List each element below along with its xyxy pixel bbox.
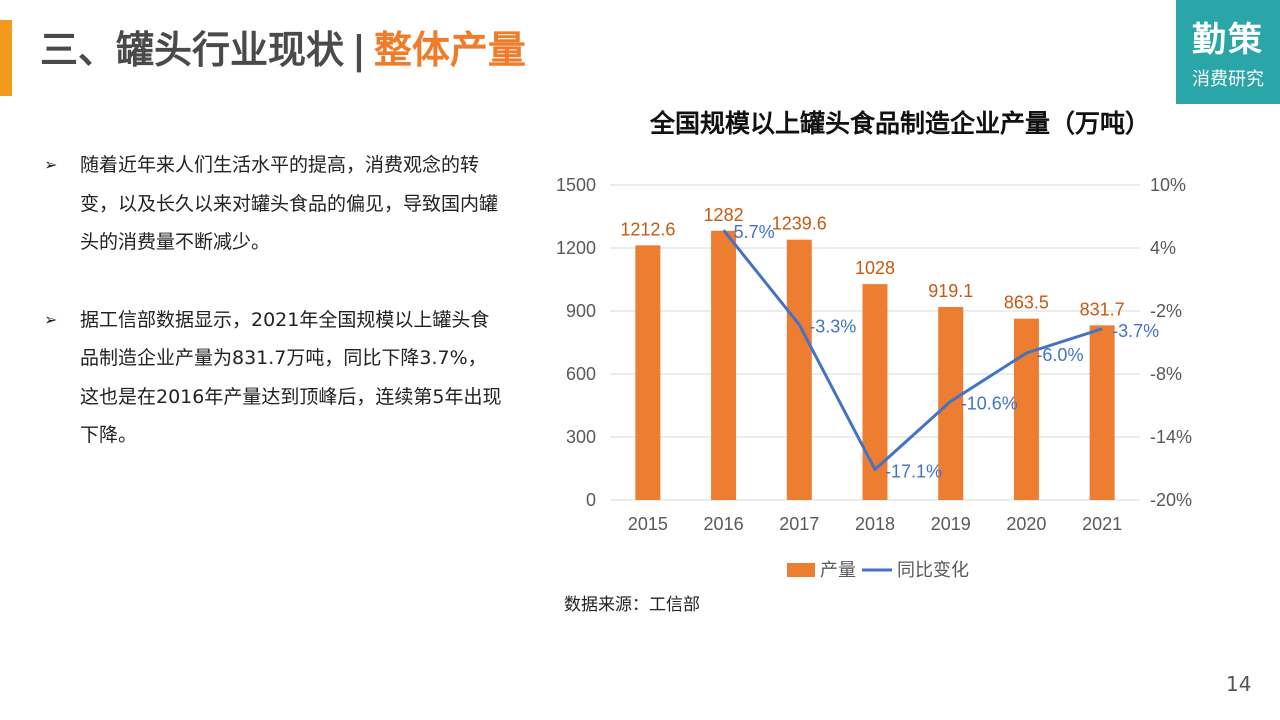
x-tick-label: 2016 bbox=[704, 514, 744, 534]
line-series bbox=[722, 229, 1103, 472]
bullet-text: 据工信部数据显示，2021年全国规模以上罐头食品制造企业产量为831.7万吨，同… bbox=[80, 308, 502, 447]
y-right-tick-label: -8% bbox=[1150, 364, 1182, 384]
arrow-bullet-icon: ➢ bbox=[44, 309, 58, 329]
title-main: 三、罐头行业现状 bbox=[40, 28, 345, 72]
y-left-tick-label: 1500 bbox=[556, 175, 596, 195]
bar-data-label: 831.7 bbox=[1080, 299, 1125, 319]
bar bbox=[1089, 325, 1115, 500]
logo-tagline: 消费研究 bbox=[1192, 69, 1264, 90]
bar-data-label: 919.1 bbox=[928, 281, 973, 301]
y-left-tick-label: 0 bbox=[586, 490, 596, 510]
bar-data-label: 863.5 bbox=[1004, 293, 1049, 313]
arrow-bullet-icon: ➢ bbox=[44, 155, 58, 174]
y-left-tick-label: 600 bbox=[566, 364, 596, 384]
x-tick-label: 2015 bbox=[628, 514, 668, 534]
bullet-item: ➢ 据工信部数据显示，2021年全国规模以上罐头食品制造企业产量为831.7万吨… bbox=[44, 301, 504, 455]
x-tick-label: 2017 bbox=[779, 514, 819, 534]
data-source: 数据来源：工信部 bbox=[564, 595, 700, 615]
x-tick-label: 2021 bbox=[1082, 514, 1122, 534]
x-tick-label: 2019 bbox=[931, 514, 971, 534]
line-data-label: -3.7% bbox=[1112, 321, 1159, 341]
bullet-item: ➢ 随着近年来人们生活水平的提高，消费观念的转变，以及长久以来对罐头食品的偏见，… bbox=[44, 146, 504, 262]
page-title: 三、罐头行业现状 | 整体产量 bbox=[40, 22, 526, 78]
y-right-tick-label: -2% bbox=[1150, 301, 1182, 321]
bar bbox=[786, 239, 812, 500]
y-left-tick-label: 300 bbox=[566, 427, 596, 447]
bar-data-label: 1212.6 bbox=[620, 219, 675, 239]
y-left-tick-label: 900 bbox=[566, 301, 596, 321]
y-right-tick-label: 4% bbox=[1150, 238, 1176, 258]
y-right-tick-label: 10% bbox=[1150, 175, 1186, 195]
chart-title: 全国规模以上罐头食品制造企业产量（万吨） bbox=[649, 109, 1150, 138]
bar bbox=[711, 230, 737, 500]
legend-label: 产量 bbox=[820, 560, 856, 580]
brand-logo: 勤策 消费研究 bbox=[1176, 0, 1280, 104]
line-data-label: 5.7% bbox=[734, 222, 775, 242]
line-data-label: -6.0% bbox=[1036, 345, 1083, 365]
bullet-text: 随着近年来人们生活水平的提高，消费观念的转变，以及长久以来对罐头食品的偏见，导致… bbox=[80, 154, 499, 253]
logo-brand: 勤策 bbox=[1192, 20, 1264, 60]
line-data-label: -17.1% bbox=[885, 462, 942, 482]
bar bbox=[635, 245, 661, 500]
y-right-tick-label: -20% bbox=[1150, 490, 1192, 510]
legend-label: 同比变化 bbox=[897, 560, 969, 580]
title-separator: | bbox=[352, 28, 366, 72]
bar-data-label: 1282 bbox=[704, 205, 744, 225]
accent-bar bbox=[0, 20, 12, 96]
page-number: 14 bbox=[1226, 672, 1252, 696]
y-right-tick-label: -14% bbox=[1150, 427, 1192, 447]
legend-bar-swatch bbox=[787, 563, 815, 577]
bar-data-label: 1028 bbox=[855, 258, 895, 278]
bullet-list: ➢ 随着近年来人们生活水平的提高，消费观念的转变，以及长久以来对罐头食品的偏见，… bbox=[44, 146, 504, 494]
combo-chart: 0 300 600 900 1200 1500 -20% -14% -8% -2% 4% 10% 201… bbox=[556, 175, 1192, 580]
x-tick-label: 2020 bbox=[1006, 514, 1046, 534]
y-left-tick-label: 1200 bbox=[556, 238, 596, 258]
bar-data-label: 1239.6 bbox=[772, 214, 827, 234]
title-sub: 整体产量 bbox=[373, 28, 526, 72]
x-tick-label: 2018 bbox=[855, 514, 895, 534]
bar bbox=[938, 306, 964, 500]
line-data-label: -3.3% bbox=[809, 317, 856, 337]
line-data-label: -10.6% bbox=[961, 393, 1018, 413]
